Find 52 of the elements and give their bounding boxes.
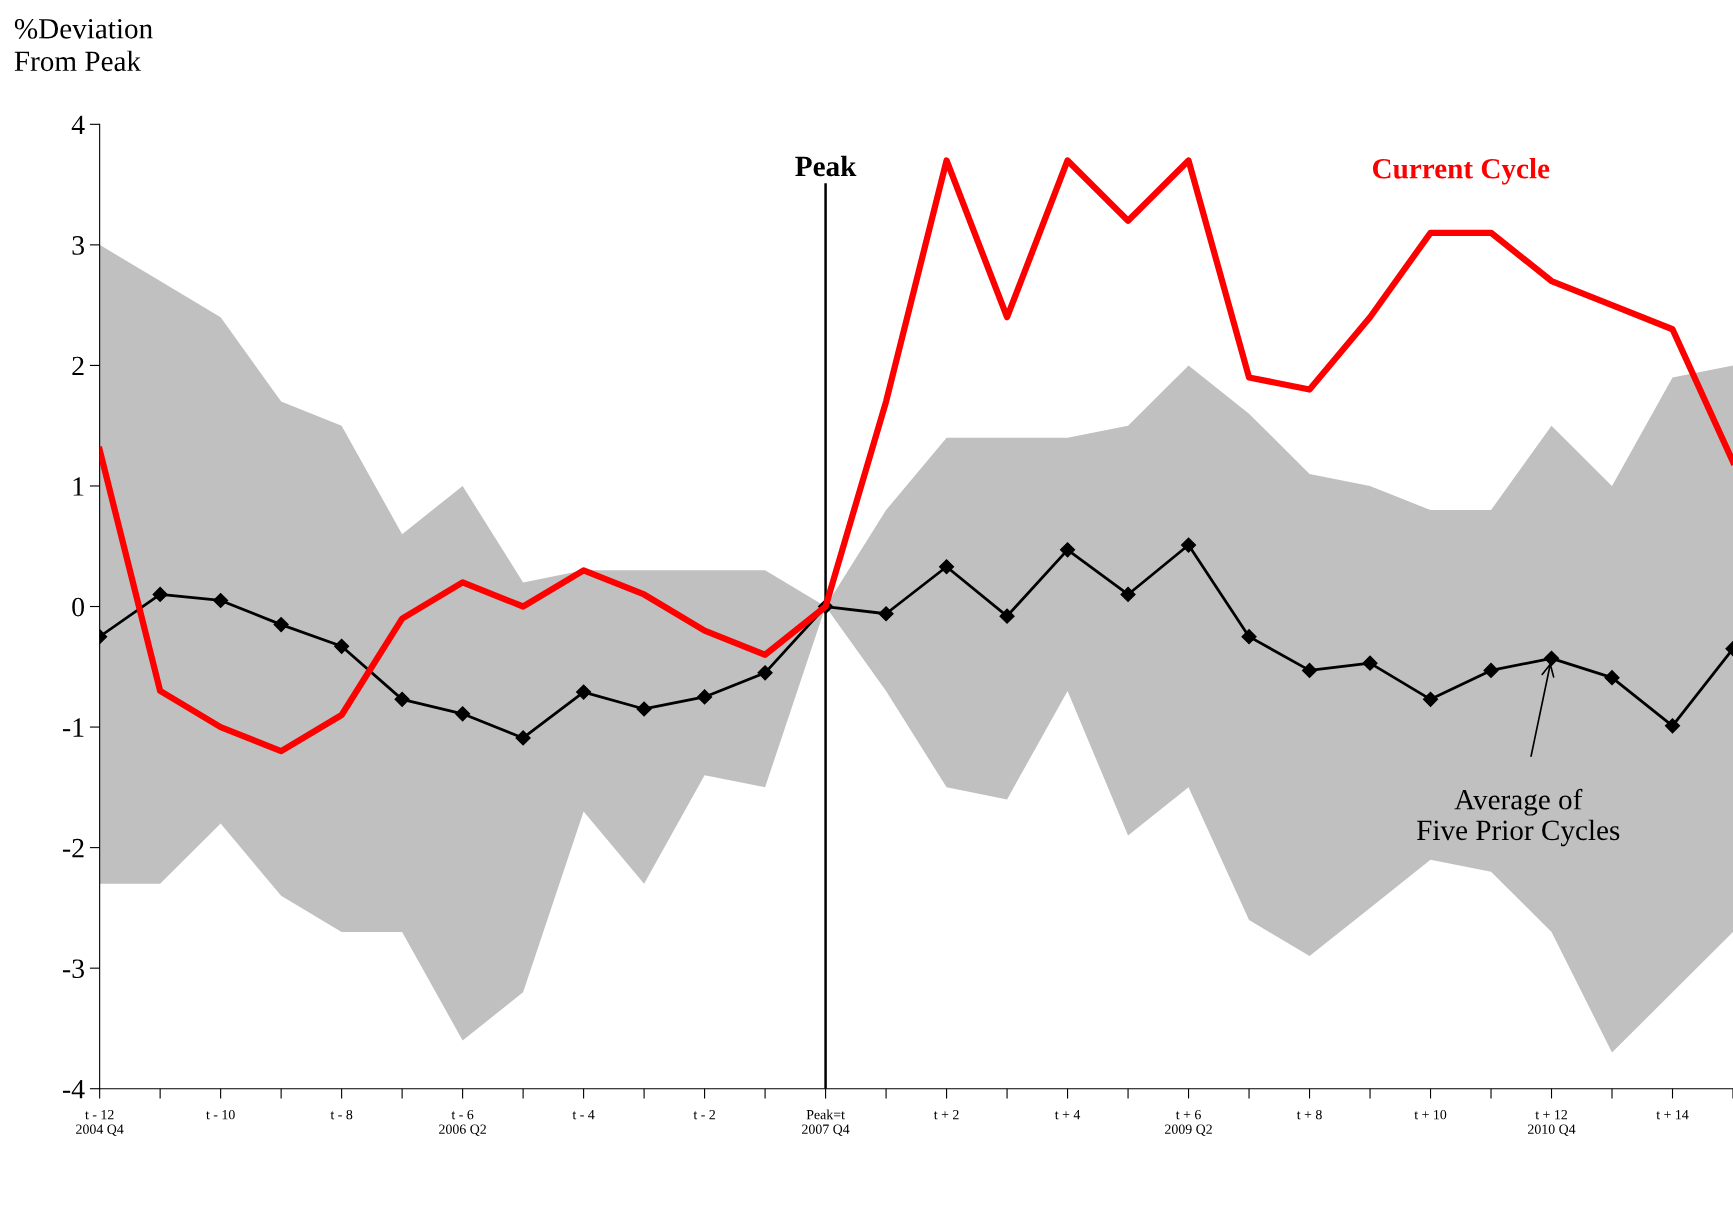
point xyxy=(1483,662,1499,678)
point xyxy=(878,606,894,622)
y-tick-label: 0 xyxy=(72,597,85,617)
x-tick-label: Peak=t 2007 Q4 xyxy=(802,1109,850,1136)
text: Current Cycle xyxy=(1372,158,1550,185)
point xyxy=(1180,537,1197,553)
y-tick-label: -1 xyxy=(62,718,84,737)
point xyxy=(1241,629,1257,645)
y-tick-label: -3 xyxy=(62,959,84,979)
point xyxy=(939,559,955,575)
x-tick-label: t + 8 xyxy=(1296,1109,1322,1120)
x-tick-label: t + 10 xyxy=(1414,1109,1447,1120)
x-tick-label: t + 2 xyxy=(933,1109,959,1120)
x-tick-label: t - 4 xyxy=(572,1110,595,1120)
point xyxy=(697,689,713,705)
x-tick-label: t - 12 2004 Q4 xyxy=(76,1109,124,1136)
y-tick-label: -2 xyxy=(62,838,84,858)
point xyxy=(1301,662,1318,678)
point xyxy=(455,706,471,722)
point xyxy=(576,684,592,700)
point xyxy=(1120,586,1136,603)
point xyxy=(1664,718,1681,734)
x-tick-label: t - 6 2006 Q2 xyxy=(439,1109,486,1136)
point xyxy=(636,701,652,717)
y-tick-label: 2 xyxy=(72,356,84,376)
point xyxy=(213,592,229,609)
point xyxy=(1362,655,1378,671)
point xyxy=(757,665,773,681)
x-tick-label: t - 8 xyxy=(330,1109,353,1120)
y-tick-label: 4 xyxy=(71,115,85,134)
x-tick-label: t - 2 xyxy=(693,1109,716,1120)
x-tick-label: t + 14 xyxy=(1656,1110,1689,1120)
x-tick-label: t + 6 2009 Q2 xyxy=(1165,1109,1212,1136)
point xyxy=(1422,691,1439,707)
point xyxy=(1543,650,1560,666)
y-axis-title: %Deviation From Peak xyxy=(14,18,153,72)
y-tick-label: 1 xyxy=(73,477,84,496)
x-tick-label: t + 12 2010 Q4 xyxy=(1528,1109,1576,1136)
x-tick-label: t - 10 xyxy=(206,1109,235,1120)
point xyxy=(1059,542,1076,558)
point xyxy=(999,608,1015,624)
text: Average of Five Prior Cycles xyxy=(1417,788,1620,847)
ref-line-label: Peak xyxy=(795,155,857,177)
point xyxy=(152,586,168,603)
y-tick-label: 3 xyxy=(72,236,84,255)
point xyxy=(334,638,350,654)
point xyxy=(1604,670,1620,686)
point xyxy=(394,691,410,707)
point xyxy=(515,730,531,746)
x-tick-label: t + 4 xyxy=(1054,1110,1081,1120)
point xyxy=(273,617,289,633)
y-tick-label: -4 xyxy=(62,1080,85,1099)
